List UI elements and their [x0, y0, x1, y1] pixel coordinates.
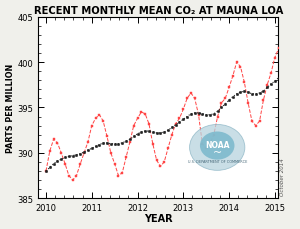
Ellipse shape — [190, 125, 245, 171]
Text: U.S. DEPARTMENT OF COMMERCE: U.S. DEPARTMENT OF COMMERCE — [188, 159, 247, 163]
Text: October 2014: October 2014 — [280, 157, 285, 195]
Title: RECENT MONTHLY MEAN CO₂ AT MAUNA LOA: RECENT MONTHLY MEAN CO₂ AT MAUNA LOA — [34, 5, 283, 16]
Text: ~: ~ — [213, 147, 222, 157]
Text: NOAA: NOAA — [205, 141, 230, 150]
X-axis label: YEAR: YEAR — [144, 213, 173, 224]
Ellipse shape — [200, 132, 235, 160]
Y-axis label: PARTS PER MILLION: PARTS PER MILLION — [6, 64, 15, 153]
